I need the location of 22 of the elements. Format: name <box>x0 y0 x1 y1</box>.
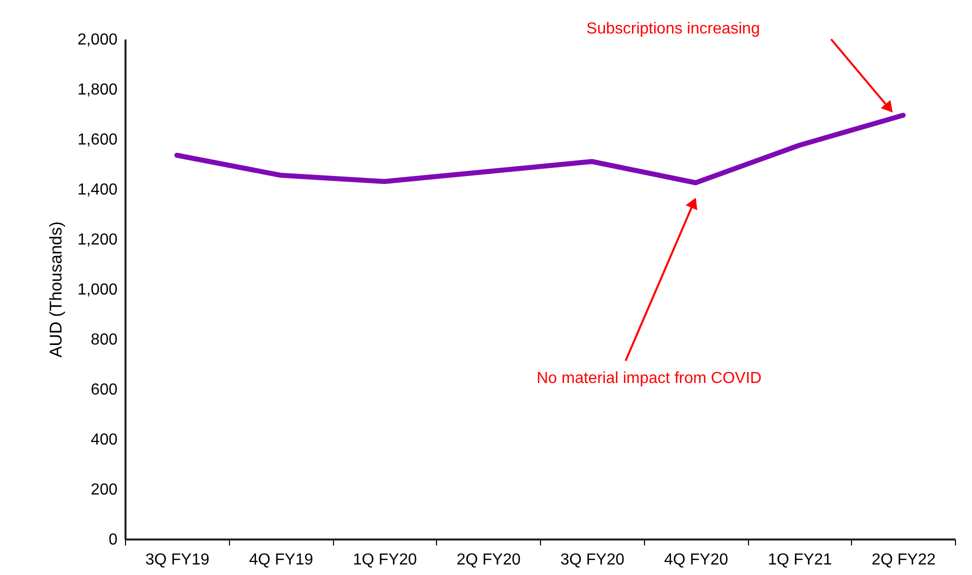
annotation: No material impact from COVID <box>536 370 762 387</box>
y-tick-label: 0 <box>108 532 118 548</box>
x-tick-label: 4Q FY20 <box>664 552 728 568</box>
y-tick-label: 600 <box>90 382 118 398</box>
y-tick-label: 1,000 <box>77 282 118 298</box>
y-tick-label: 400 <box>90 432 118 448</box>
x-tick-label: 2Q FY20 <box>456 552 521 568</box>
y-tick-label: 1,600 <box>77 132 118 148</box>
x-tick-label: 3Q FY19 <box>145 552 210 568</box>
x-tick-label: 1Q FY20 <box>352 552 417 568</box>
y-tick-label: 200 <box>90 482 118 498</box>
y-axis-title: AUD (Thousands) <box>46 221 66 358</box>
x-tick-label: 3Q FY20 <box>560 552 624 568</box>
y-tick-label: 1,200 <box>77 232 118 248</box>
y-tick-label: 800 <box>90 332 118 348</box>
x-tick-label: 1Q FY21 <box>768 552 832 568</box>
x-tick-label: 2Q FY22 <box>872 552 936 568</box>
text: Subscriptions increasing <box>586 20 760 38</box>
y-tick-label: 2,000 <box>77 32 118 48</box>
y-tick-label: 1,800 <box>77 82 118 98</box>
x-tick-label: 4Q FY19 <box>249 552 314 568</box>
y-tick-label: 1,400 <box>77 182 118 198</box>
